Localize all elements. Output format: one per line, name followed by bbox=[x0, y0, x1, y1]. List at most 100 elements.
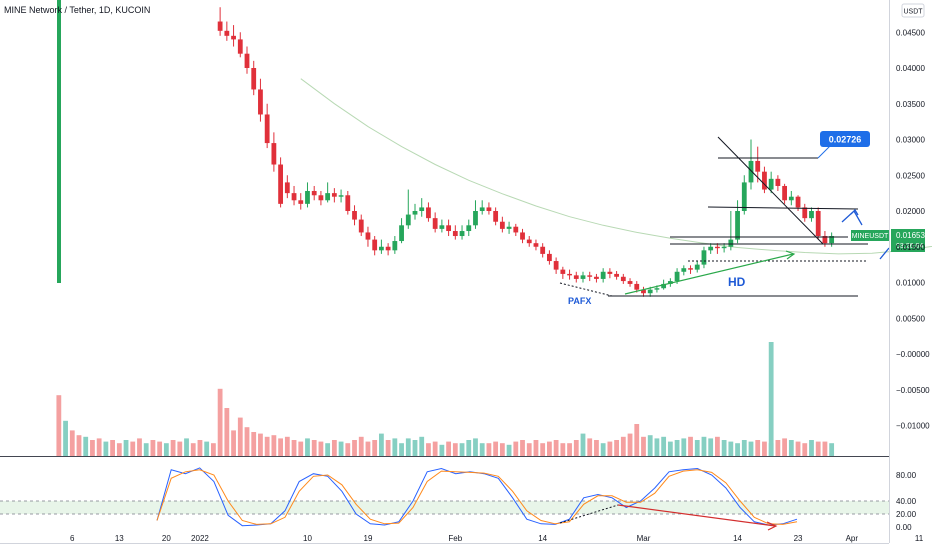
candle-body bbox=[399, 225, 404, 242]
candle-body bbox=[775, 178, 781, 186]
stochastic-tick-label: 80.00 bbox=[896, 471, 917, 480]
candle-body bbox=[426, 207, 431, 219]
volume-bar bbox=[284, 436, 290, 456]
candle-body bbox=[674, 271, 680, 282]
volume-bar bbox=[103, 441, 109, 456]
dotted-trend bbox=[559, 282, 613, 297]
volume-bar bbox=[627, 433, 633, 456]
volume-bar bbox=[137, 438, 142, 456]
candle-body bbox=[345, 195, 351, 211]
volume-bar bbox=[493, 441, 499, 456]
candle-body bbox=[829, 236, 835, 244]
price-tick-label: 0.02500 bbox=[896, 171, 925, 180]
candle-body bbox=[694, 264, 700, 270]
volume-bar bbox=[264, 436, 270, 456]
volume-bar bbox=[547, 441, 552, 456]
candle-body bbox=[365, 232, 371, 240]
stochastic-tick-label: 0.00 bbox=[896, 523, 912, 532]
volume-bar bbox=[96, 438, 102, 456]
volume-bar bbox=[352, 440, 357, 456]
price-tick-label: 0.04500 bbox=[896, 28, 925, 37]
stochastic-pane[interactable] bbox=[0, 467, 889, 531]
volume-bar bbox=[768, 342, 774, 456]
stochastic-axis[interactable]: 80.00 40.00 20.00 0.00 bbox=[896, 471, 917, 532]
candle-body bbox=[298, 200, 304, 204]
price-tick-label: −0.01000 bbox=[896, 422, 930, 431]
candle-body bbox=[271, 143, 277, 165]
candle-body bbox=[594, 276, 599, 279]
price-axis[interactable]: 0.04500 0.04000 0.03500 0.03000 0.02500 0.020… bbox=[889, 0, 931, 543]
time-tick-label: 20 bbox=[162, 534, 171, 543]
price-tick-label: 0.01500 bbox=[896, 243, 925, 252]
candle-body bbox=[634, 283, 640, 290]
volume-bar bbox=[748, 441, 754, 456]
volume-bar bbox=[506, 444, 512, 456]
volume-bar bbox=[372, 440, 378, 456]
volume-bar bbox=[163, 443, 169, 456]
volume-bar bbox=[735, 443, 740, 456]
candle-body bbox=[681, 268, 687, 272]
volume-bar bbox=[432, 441, 438, 456]
volume-bar bbox=[459, 443, 465, 456]
volume-bar bbox=[224, 408, 230, 456]
time-tick-label: 2022 bbox=[191, 534, 209, 543]
volume-bar bbox=[815, 441, 821, 456]
price-pane[interactable]: 0.02726 PAFX HD MINEUSDT 0.01653 03:26:04 bbox=[0, 0, 932, 457]
volume-bar bbox=[150, 440, 156, 456]
volume-bar bbox=[143, 443, 149, 456]
volume-bar bbox=[688, 436, 693, 456]
volume-bar bbox=[318, 441, 324, 456]
volume-bar bbox=[419, 436, 425, 456]
volume-bar bbox=[822, 441, 828, 456]
time-tick-label: 19 bbox=[364, 534, 373, 543]
volume-bar bbox=[715, 436, 720, 456]
volume-bar bbox=[392, 438, 398, 456]
volume-bar bbox=[90, 440, 95, 456]
volume-bar bbox=[708, 438, 714, 456]
time-axis[interactable]: 6132020221019Feb14Mar1423Apr1120 bbox=[0, 534, 932, 544]
candle-body bbox=[466, 225, 472, 232]
candle-body bbox=[251, 68, 257, 90]
volume-bar bbox=[775, 440, 781, 456]
candle-body bbox=[748, 160, 754, 183]
candle-body bbox=[802, 207, 808, 219]
trendline bbox=[717, 136, 824, 245]
time-tick-label: 10 bbox=[303, 534, 312, 543]
candle-body bbox=[331, 193, 337, 197]
candle-body bbox=[446, 225, 451, 232]
volume-bar bbox=[634, 424, 640, 456]
currency-badge[interactable]: USDT bbox=[901, 3, 925, 18]
candle-body bbox=[419, 207, 425, 211]
candle-body bbox=[735, 211, 740, 240]
volume-bar bbox=[473, 438, 478, 456]
drawings: 0.02726 PAFX HD MINEUSDT 0.01653 03:26:04 bbox=[559, 131, 925, 306]
price-tick-label: 0.00500 bbox=[896, 314, 925, 323]
countdown-label: 03:26:04 bbox=[896, 243, 923, 250]
time-tick-label: 14 bbox=[733, 534, 742, 543]
volume-bar bbox=[217, 388, 223, 456]
callout-line bbox=[817, 145, 831, 159]
candle-body bbox=[224, 30, 230, 36]
candle-body bbox=[815, 211, 821, 237]
volume-bar bbox=[291, 440, 297, 456]
volume-bar bbox=[197, 440, 203, 456]
moving-average-line bbox=[300, 78, 932, 255]
price-label-box bbox=[891, 229, 925, 252]
volume-bar bbox=[311, 440, 317, 456]
volume-bar bbox=[130, 441, 136, 456]
stoch-divergence-line bbox=[617, 504, 776, 527]
volume-bar bbox=[654, 438, 660, 456]
volume-bar bbox=[741, 440, 747, 456]
volume-bar bbox=[271, 435, 277, 456]
volume-bar bbox=[647, 435, 653, 456]
current-price-label: 0.01653 bbox=[896, 231, 925, 240]
divergence-label: HD bbox=[728, 275, 746, 289]
volume-bar bbox=[211, 443, 216, 456]
candle-body bbox=[647, 289, 653, 294]
candle-body bbox=[520, 232, 525, 240]
up-arrow-icon bbox=[841, 208, 863, 226]
volume-bar bbox=[177, 441, 183, 456]
candle-body bbox=[620, 276, 626, 282]
history-candle bbox=[57, 0, 61, 283]
